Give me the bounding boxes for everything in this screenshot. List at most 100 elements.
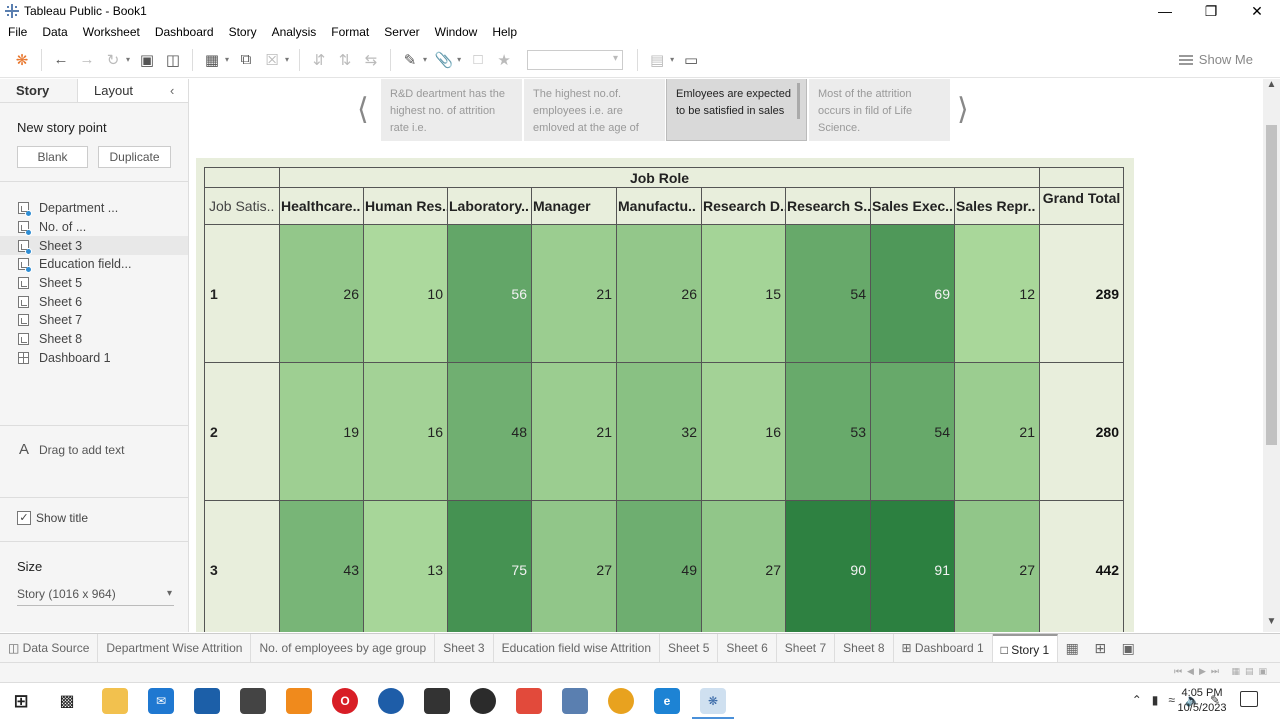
data-cell[interactable]: 75: [447, 500, 532, 632]
edge-icon[interactable]: e: [654, 688, 680, 714]
data-cell[interactable]: 21: [954, 362, 1040, 501]
size-select[interactable]: Story (1016 x 964): [17, 587, 174, 606]
sheet-item-sheet-7[interactable]: Sheet 7: [0, 311, 188, 330]
labels-icon[interactable]: □: [473, 51, 483, 68]
vlc-icon[interactable]: [286, 688, 312, 714]
fit-select[interactable]: [527, 49, 624, 70]
data-cell[interactable]: 56: [447, 224, 532, 363]
tab-story-1[interactable]: □ Story 1: [992, 633, 1059, 663]
menu-story[interactable]: Story: [228, 25, 257, 39]
story-point-3[interactable]: Emloyees are expected to be satisfied in…: [666, 79, 807, 141]
task-view-icon[interactable]: ▩: [59, 693, 75, 710]
restore-icon[interactable]: ❐: [1204, 2, 1218, 19]
data-cell[interactable]: 15: [701, 224, 786, 363]
story-point-4[interactable]: Most of the attrition occurs in fild of …: [809, 79, 950, 141]
tableau-taskbar-icon[interactable]: ❋: [700, 688, 726, 714]
show-me-button[interactable]: Show Me: [1178, 52, 1253, 67]
mail-icon[interactable]: ✉: [148, 688, 174, 714]
data-cell[interactable]: 27: [701, 500, 786, 632]
sort-desc-icon[interactable]: ⇆: [364, 51, 378, 69]
menu-help[interactable]: Help: [492, 25, 517, 39]
data-cell[interactable]: 54: [870, 362, 955, 501]
tab-sheet-8[interactable]: Sheet 8: [835, 633, 894, 663]
pen-icon[interactable]: ✎: [1209, 693, 1220, 707]
app-icon[interactable]: [562, 688, 588, 714]
data-cell[interactable]: 90: [785, 500, 871, 632]
app-icon[interactable]: [470, 688, 496, 714]
store-icon[interactable]: [240, 688, 266, 714]
tab-layout[interactable]: Layout: [94, 83, 134, 98]
sheet-item-dashboard-1[interactable]: Dashboard 1: [0, 349, 188, 368]
column-header[interactable]: Manufactu..: [616, 187, 702, 225]
menu-dashboard[interactable]: Dashboard: [154, 25, 214, 39]
tab-sheet-7[interactable]: Sheet 7: [777, 633, 836, 663]
system-tray[interactable]: ⌃ ▮ ≈ 🔈 ✎: [1132, 693, 1220, 707]
drag-to-add-text[interactable]: A Drag to add text: [19, 441, 124, 458]
duplicate-sheet-icon[interactable]: ⧉: [240, 51, 252, 68]
opera-icon[interactable]: O: [332, 688, 358, 714]
scroll-down-icon[interactable]: ▼: [1266, 616, 1277, 627]
collapse-pane-icon[interactable]: ‹: [170, 83, 175, 98]
new-worksheet-icon[interactable]: ▦: [204, 51, 220, 69]
clear-sheet-icon[interactable]: ☒: [265, 51, 279, 69]
vertical-scrollbar[interactable]: ▲ ▼: [1263, 79, 1280, 632]
wifi-icon[interactable]: ≈: [1168, 693, 1175, 707]
new-worksheet-icon[interactable]: ▦: [1065, 639, 1079, 656]
pin-icon[interactable]: ★: [497, 51, 511, 69]
app-icon[interactable]: [378, 688, 404, 714]
tab-dashboard-1[interactable]: ⊞ Dashboard 1: [894, 633, 993, 663]
tab-employees-by-age[interactable]: No. of employees by age group: [251, 633, 436, 663]
app-icon[interactable]: [516, 688, 542, 714]
sheet-item-sheet-6[interactable]: Sheet 6: [0, 292, 188, 311]
story-point-1[interactable]: R&D deartment has the highest no. of att…: [381, 79, 522, 141]
sheet-item-sheet-3[interactable]: Sheet 3: [0, 236, 188, 256]
column-header[interactable]: Research D..: [701, 187, 786, 225]
close-icon[interactable]: ✕: [1251, 2, 1263, 19]
data-cell[interactable]: 27: [954, 500, 1040, 632]
menu-server[interactable]: Server: [384, 25, 420, 39]
file-explorer-icon[interactable]: [102, 688, 128, 714]
replay-icon[interactable]: ↻: [106, 51, 120, 69]
tab-sheet-6[interactable]: Sheet 6: [718, 633, 777, 663]
column-header[interactable]: Sales Repr..: [954, 187, 1040, 225]
menu-worksheet[interactable]: Worksheet: [82, 25, 140, 39]
data-cell[interactable]: 13: [363, 500, 448, 632]
navigation-controls[interactable]: ⏮◀▶⏭ ▦▤▣: [1173, 666, 1272, 676]
data-cell[interactable]: 49: [616, 500, 702, 632]
grand-total-cell[interactable]: 289: [1039, 224, 1124, 363]
sort-asc-icon[interactable]: ⇅: [338, 51, 352, 69]
new-dashboard-icon[interactable]: ⊞: [1094, 639, 1107, 656]
show-title-checkbox[interactable]: ✓ Show title: [17, 511, 88, 525]
story-point-2[interactable]: The highest no.of. employees i.e. are em…: [524, 79, 665, 141]
column-header[interactable]: Manager: [531, 187, 617, 225]
data-cell[interactable]: 21: [531, 224, 617, 363]
undo-icon[interactable]: ←: [53, 51, 69, 68]
tab-department-wise-attrition[interactable]: Department Wise Attrition: [98, 633, 252, 663]
duplicate-button[interactable]: Duplicate: [98, 146, 171, 168]
save-icon[interactable]: ▣: [139, 51, 155, 69]
taskbar-clock[interactable]: 4:05 PM 10/5/2023: [1172, 686, 1232, 716]
data-cell[interactable]: 16: [701, 362, 786, 501]
data-cell[interactable]: 54: [785, 224, 871, 363]
row-label[interactable]: 2: [204, 362, 280, 501]
data-cell[interactable]: 43: [279, 500, 364, 632]
data-cell[interactable]: 10: [363, 224, 448, 363]
sheet-item-department[interactable]: Department ...: [0, 199, 188, 218]
chevron-up-icon[interactable]: ⌃: [1131, 693, 1142, 707]
scroll-thumb[interactable]: [1266, 125, 1277, 445]
grand-total-cell[interactable]: 280: [1039, 362, 1124, 501]
blank-button[interactable]: Blank: [17, 146, 88, 168]
scroll-up-icon[interactable]: ▲: [1266, 79, 1277, 90]
minimize-icon[interactable]: —: [1158, 3, 1172, 19]
menu-window[interactable]: Window: [434, 25, 478, 39]
chrome-icon[interactable]: [608, 688, 634, 714]
desktop-app-icon[interactable]: [194, 688, 220, 714]
data-cell[interactable]: 91: [870, 500, 955, 632]
data-cell[interactable]: 21: [531, 362, 617, 501]
redo-icon[interactable]: →: [79, 51, 95, 68]
column-header[interactable]: Research S..: [785, 187, 871, 225]
menu-analysis[interactable]: Analysis: [271, 25, 317, 39]
tab-data-source[interactable]: ◫ Data Source: [0, 633, 99, 663]
data-cell[interactable]: 48: [447, 362, 532, 501]
column-header[interactable]: Healthcare..: [279, 187, 364, 225]
